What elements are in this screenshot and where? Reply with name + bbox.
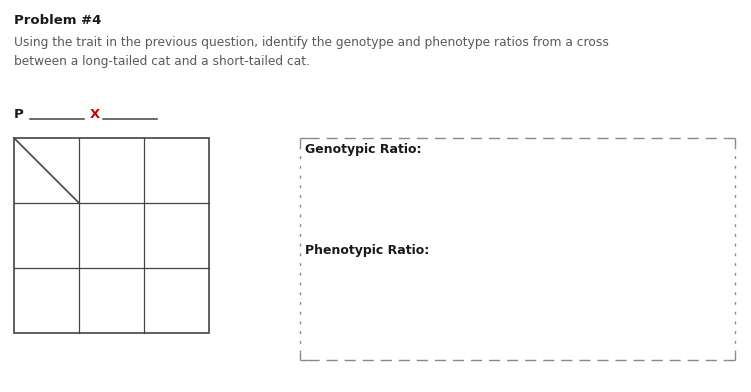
Text: X: X	[90, 107, 100, 120]
Text: Problem #4: Problem #4	[14, 14, 101, 27]
Text: Phenotypic Ratio:: Phenotypic Ratio:	[305, 244, 430, 257]
Text: Genotypic Ratio:: Genotypic Ratio:	[305, 143, 421, 156]
Text: Using the trait in the previous question, identify the genotype and phenotype ra: Using the trait in the previous question…	[14, 36, 609, 68]
Bar	[14, 138, 209, 333]
Text: P: P	[14, 107, 24, 120]
